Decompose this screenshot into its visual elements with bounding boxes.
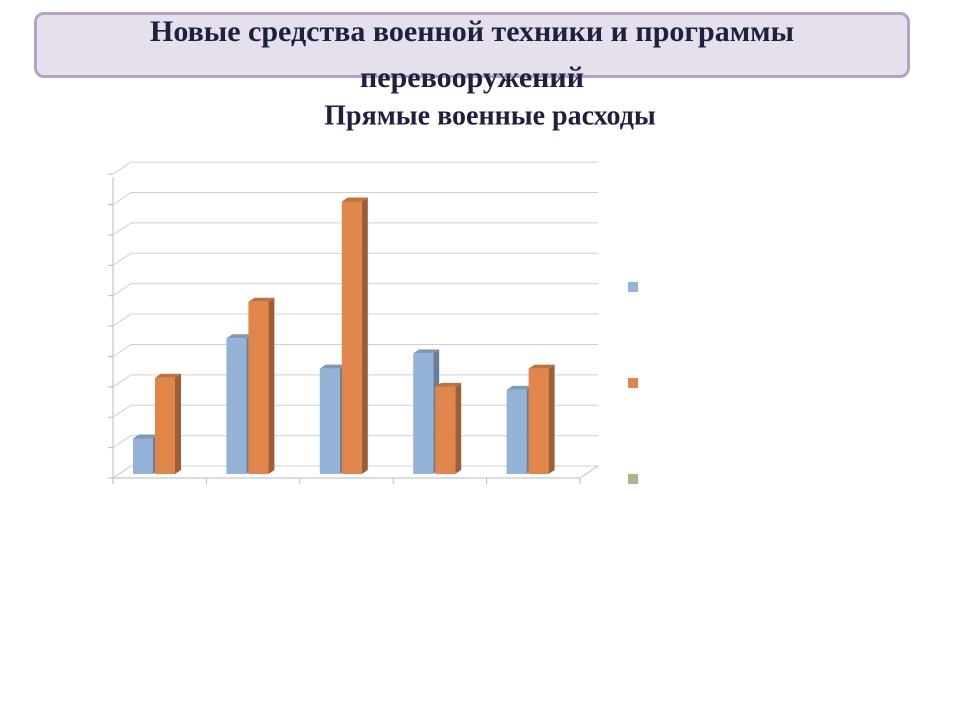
bar-top [506,385,533,390]
bar [341,201,362,475]
bar-top [155,373,181,378]
bar-side [361,197,368,475]
header-box: Новые средства военной техники и програм… [34,12,910,94]
bar-side [268,297,275,474]
bar [248,301,269,474]
legend-swatch [628,474,638,484]
bar [133,438,153,474]
bar-top [341,197,368,202]
bar-top [248,297,275,302]
bar [413,353,434,474]
bar-side [455,382,462,474]
grid-line [112,283,598,297]
bar [528,368,549,474]
grid-line [112,161,598,175]
bar [506,389,527,474]
legend-swatch [628,282,638,292]
bar-top [133,434,159,439]
bar-side [175,373,181,474]
grid-line [112,222,598,236]
bar-top [319,364,346,369]
bar-top [226,334,253,339]
bar-top [413,349,440,354]
bar [435,386,456,474]
header-title: Новые средства военной техники и програм… [150,15,794,94]
grid-line [112,374,598,388]
bar [226,338,247,474]
grid-line [112,192,598,205]
chart-title: Прямые военные расходы [324,100,656,131]
bar-top [528,364,555,369]
bar-side [548,364,555,474]
bar [319,368,340,474]
grid-line [112,313,598,327]
bar [155,377,175,474]
x-axis-depth [579,465,599,479]
legend-swatch [628,378,638,388]
grid-line [112,252,598,266]
grid-line [112,343,598,357]
bar-top [435,382,462,387]
